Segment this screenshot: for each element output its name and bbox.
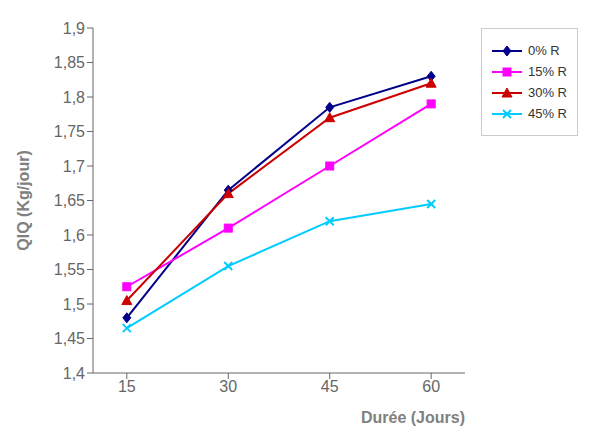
svg-text:1,65: 1,65 bbox=[54, 192, 85, 209]
svg-text:1,5: 1,5 bbox=[63, 296, 85, 313]
svg-text:30: 30 bbox=[219, 378, 237, 395]
svg-text:1,85: 1,85 bbox=[54, 54, 85, 71]
svg-text:60: 60 bbox=[422, 378, 440, 395]
svg-text:1,45: 1,45 bbox=[54, 330, 85, 347]
html-text:45% R: 45% R bbox=[528, 106, 567, 121]
svg-text:1,75: 1,75 bbox=[54, 123, 85, 140]
html-text:15% R: 15% R bbox=[528, 64, 567, 79]
svg-text:1,55: 1,55 bbox=[54, 261, 85, 278]
svg-text:QIQ (Kg/jour): QIQ (Kg/jour) bbox=[15, 150, 32, 250]
svg-text:1,4: 1,4 bbox=[63, 365, 85, 382]
svg-text:1,6: 1,6 bbox=[63, 227, 85, 244]
svg-text:1,8: 1,8 bbox=[63, 89, 85, 106]
html-text:30% R: 30% R bbox=[528, 85, 567, 100]
svg-text:15: 15 bbox=[118, 378, 136, 395]
svg-text:1,9: 1,9 bbox=[63, 20, 85, 37]
svg-text:1,7: 1,7 bbox=[63, 158, 85, 175]
svg-text:45: 45 bbox=[321, 378, 339, 395]
html-text:0% R: 0% R bbox=[528, 43, 560, 58]
svg-text:Durée (Jours): Durée (Jours) bbox=[361, 409, 465, 426]
